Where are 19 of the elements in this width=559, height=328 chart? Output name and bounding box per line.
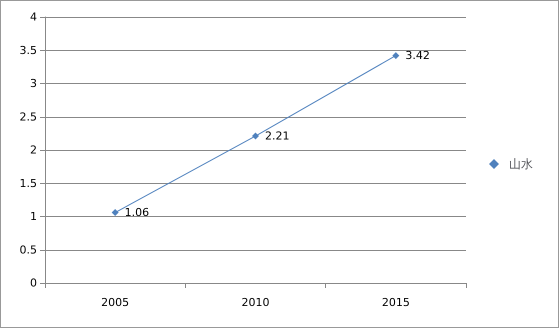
y-tick-label: 3.5 <box>20 44 37 57</box>
y-tick-label: 3 <box>30 77 37 90</box>
data-label: 2.21 <box>265 130 290 143</box>
y-tick-label: 1.5 <box>20 176 37 190</box>
legend-label: 山水 <box>509 157 533 171</box>
data-label: 3.42 <box>405 49 430 62</box>
y-tick-label: 2.5 <box>20 110 37 124</box>
data-label: 1.06 <box>124 206 150 220</box>
y-tick-label: 1 <box>30 210 37 223</box>
y-tick-label: 0.5 <box>20 243 37 256</box>
x-tick-label: 2010 <box>242 296 270 309</box>
point <box>392 52 400 60</box>
point <box>252 132 259 140</box>
x-tick-label: 2005 <box>101 296 130 309</box>
y-tick-label: 4 <box>30 10 37 24</box>
x-tick-label: 2015 <box>382 296 410 309</box>
point <box>112 209 119 216</box>
y-tick-label: 2 <box>30 144 37 156</box>
y-tick-label: 0 <box>30 276 37 290</box>
